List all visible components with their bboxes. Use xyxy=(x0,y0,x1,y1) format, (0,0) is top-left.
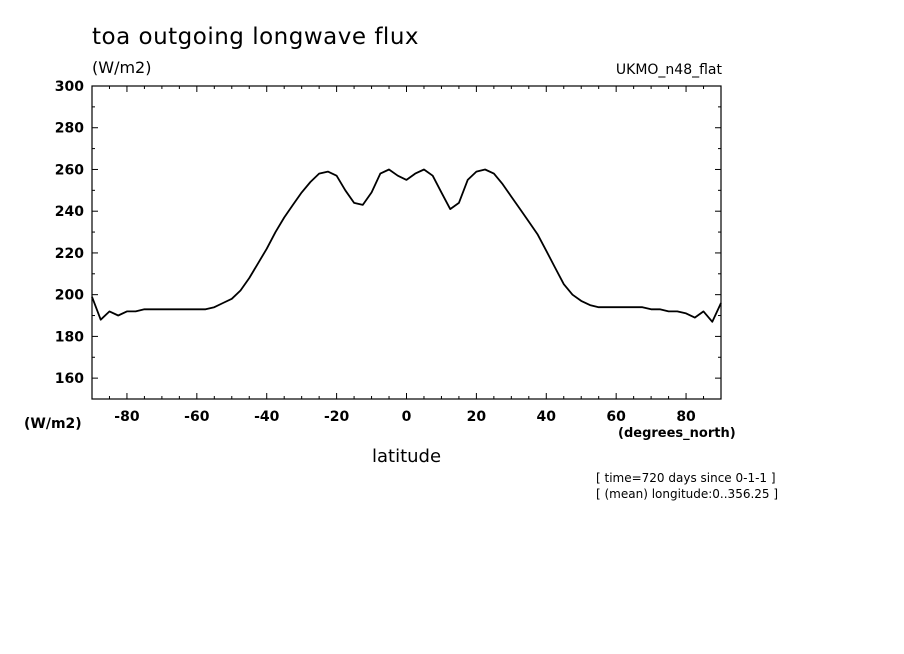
x-tick-label: -80 xyxy=(114,409,140,425)
y-tick-label: 200 xyxy=(55,288,84,304)
y-tick-label: 280 xyxy=(55,121,84,137)
y-tick-label: 180 xyxy=(55,329,84,345)
x-axis-label: latitude xyxy=(372,446,442,467)
y-tick-label: 160 xyxy=(55,371,84,387)
x-tick-label: -60 xyxy=(184,409,210,425)
x-axis: -80 -60 -40 -20 0 20 40 60 80 xyxy=(91,86,722,425)
x-tick-label: 40 xyxy=(537,409,557,425)
y-axis: 160 180 200 220 240 260 280 300 xyxy=(55,79,721,400)
x-tick-label: 60 xyxy=(606,409,626,425)
y-units-label: (W/m2) xyxy=(24,416,82,432)
chart-title: toa outgoing longwave flux xyxy=(92,24,420,50)
x-tick-label: 80 xyxy=(676,409,696,425)
series-line xyxy=(91,168,722,323)
longitude-note: [ (mean) longitude:0..356.25 ] xyxy=(596,487,779,501)
y-tick-label: 300 xyxy=(55,79,84,95)
x-tick-label: 20 xyxy=(467,409,487,425)
x-tick-label: -20 xyxy=(324,409,350,425)
x-tick-label: -40 xyxy=(254,409,280,425)
units-label: (W/m2) xyxy=(92,58,152,77)
y-tick-label: 260 xyxy=(55,162,84,178)
y-tick-label: 240 xyxy=(55,204,84,220)
series-group xyxy=(91,168,722,323)
dataset-label: UKMO_n48_flat xyxy=(615,62,722,78)
plot-frame xyxy=(91,85,722,400)
time-note: [ time=720 days since 0-1-1 ] xyxy=(596,471,776,485)
x-tick-label: 0 xyxy=(402,409,412,425)
x-units-label: (degrees_north) xyxy=(618,426,736,441)
y-tick-label: 220 xyxy=(55,246,84,262)
